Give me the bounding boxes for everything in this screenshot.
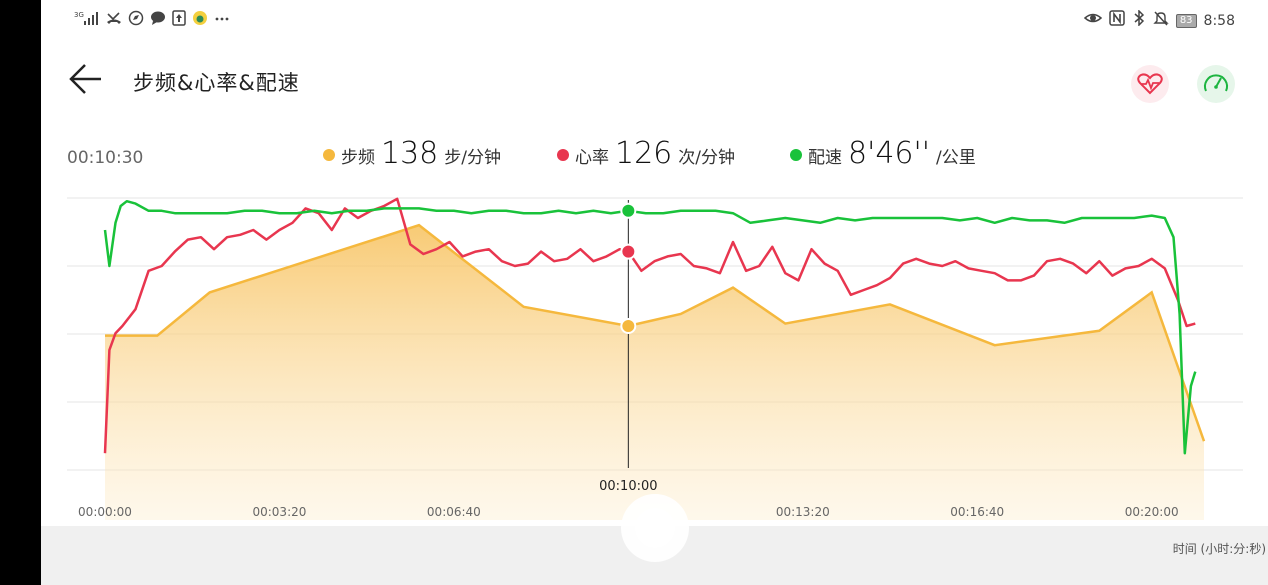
- cadence-dot-icon: [323, 149, 335, 161]
- header-bar: 步频&心率&配速: [41, 55, 1268, 105]
- x-tick-label: 00:16:40: [950, 505, 1004, 519]
- cursor-time: 00:10:30: [67, 148, 144, 168]
- heart-rate-value: 126: [615, 136, 673, 171]
- x-tick-label: 00:06:40: [427, 505, 481, 519]
- cadence-heart-pace-chart[interactable]: 00:10:00 00:00:00 00:03:20 00:06:40 00:13:2…: [41, 190, 1268, 530]
- cadence-marker: [620, 318, 637, 334]
- app-icon: [192, 10, 208, 31]
- heart-rate-label: 心率: [575, 148, 609, 168]
- speedometer-icon[interactable]: [1197, 65, 1235, 103]
- arrow-left-icon[interactable]: [65, 61, 105, 97]
- x-tick-label: 00:13:20: [776, 505, 830, 519]
- app-screen: 3G: [41, 0, 1268, 585]
- time-axis-note: 时间 (小时:分:秒): [1172, 542, 1266, 556]
- status-right-icons: 83 8:58: [1083, 9, 1235, 31]
- x-tick-label: 00:20:00: [1125, 505, 1179, 519]
- x-tick-label: 00:00:00: [78, 505, 132, 519]
- status-time: 8:58: [1203, 12, 1235, 29]
- page-title: 步频&心率&配速: [133, 71, 300, 95]
- heart-rate-readout: 心率 126 次/分钟: [557, 136, 735, 171]
- signal-label: 3G: [74, 11, 84, 19]
- cadence-area: [105, 225, 1204, 520]
- back-button[interactable]: [65, 61, 105, 97]
- status-bar: 3G: [41, 0, 1268, 40]
- x-tick-label: 00:03:20: [252, 505, 306, 519]
- cadence-label: 步频: [341, 148, 375, 168]
- pace-line: [103, 199, 1197, 455]
- pace-label: 配速: [808, 148, 842, 168]
- scrubber-handle[interactable]: [635, 508, 675, 548]
- battery-icon: 83: [1175, 13, 1197, 28]
- cadence-unit: 步/分钟: [444, 148, 501, 168]
- heart-rate-unit: 次/分钟: [678, 148, 735, 168]
- heart-rate-button[interactable]: [1131, 65, 1169, 103]
- cursor-time-label: 00:10:00: [599, 479, 657, 494]
- readout-row: 00:10:30 步频 138 步/分钟 心率 126 次/分钟 配速 8'46…: [41, 132, 1268, 182]
- upload-icon: [172, 10, 186, 31]
- more-icon: [214, 10, 230, 31]
- pace-dot-icon: [790, 149, 802, 161]
- heart-rate-icon[interactable]: [1131, 65, 1169, 103]
- missed-call-icon: [106, 10, 122, 31]
- pace-unit: /公里: [936, 148, 976, 168]
- cadence-value: 138: [381, 136, 439, 171]
- pace-readout: 配速 8'46'' /公里: [790, 136, 976, 171]
- bluetooth-icon: [1132, 9, 1146, 31]
- signal-icon: 3G: [74, 10, 100, 31]
- heart-rate-dot-icon: [557, 149, 569, 161]
- chart-area[interactable]: 00:10:00 00:00:00 00:03:20 00:06:40 00:13:2…: [41, 190, 1268, 530]
- nfc-icon: [1109, 10, 1125, 31]
- pace-button[interactable]: [1197, 65, 1235, 103]
- eye-icon: [1083, 10, 1102, 31]
- heart-rate-line: [103, 197, 1196, 454]
- message-icon: [150, 10, 166, 31]
- browser-icon: [128, 10, 144, 31]
- status-left-icons: 3G: [74, 10, 230, 31]
- pace-marker: [620, 202, 637, 219]
- cadence-readout: 步频 138 步/分钟: [323, 136, 501, 171]
- cadence-line: [105, 223, 1206, 442]
- pace-value: 8'46'': [848, 136, 931, 171]
- heart-rate-marker: [620, 243, 637, 260]
- mute-icon: [1153, 10, 1169, 31]
